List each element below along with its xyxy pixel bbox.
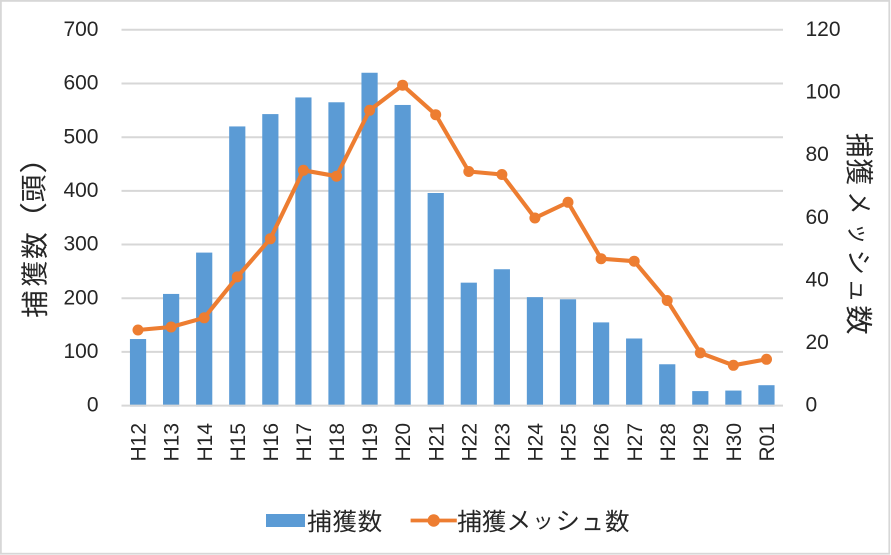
svg-text:H15: H15 — [227, 423, 250, 462]
svg-text:H27: H27 — [624, 423, 647, 462]
svg-text:H30: H30 — [723, 423, 746, 462]
svg-text:100: 100 — [63, 340, 98, 363]
svg-text:H12: H12 — [128, 423, 151, 462]
svg-text:H16: H16 — [260, 423, 283, 462]
svg-text:H24: H24 — [525, 423, 548, 462]
svg-text:20: 20 — [806, 331, 829, 354]
svg-text:0: 0 — [806, 394, 818, 417]
svg-text:60: 60 — [806, 206, 829, 229]
svg-text:H20: H20 — [392, 423, 415, 462]
svg-text:200: 200 — [63, 286, 98, 309]
svg-text:80: 80 — [806, 143, 829, 166]
svg-text:500: 500 — [63, 125, 98, 148]
svg-text:H21: H21 — [425, 423, 448, 462]
svg-text:H22: H22 — [458, 423, 481, 462]
svg-text:H25: H25 — [558, 423, 581, 462]
svg-text:H29: H29 — [690, 423, 713, 462]
svg-text:H19: H19 — [359, 423, 382, 462]
svg-text:H13: H13 — [161, 423, 184, 462]
svg-text:600: 600 — [63, 72, 98, 95]
svg-text:R01: R01 — [756, 423, 779, 462]
svg-text:400: 400 — [63, 179, 98, 202]
svg-text:120: 120 — [806, 18, 841, 41]
svg-text:300: 300 — [63, 233, 98, 256]
svg-text:H14: H14 — [194, 423, 217, 462]
svg-text:100: 100 — [806, 81, 841, 104]
svg-text:H17: H17 — [293, 423, 316, 462]
svg-text:H18: H18 — [326, 423, 349, 462]
svg-text:0: 0 — [87, 394, 99, 417]
svg-text:700: 700 — [63, 18, 98, 41]
svg-text:H28: H28 — [657, 423, 680, 462]
svg-text:H23: H23 — [492, 423, 515, 462]
svg-text:40: 40 — [806, 268, 829, 291]
svg-text:H26: H26 — [591, 423, 614, 462]
